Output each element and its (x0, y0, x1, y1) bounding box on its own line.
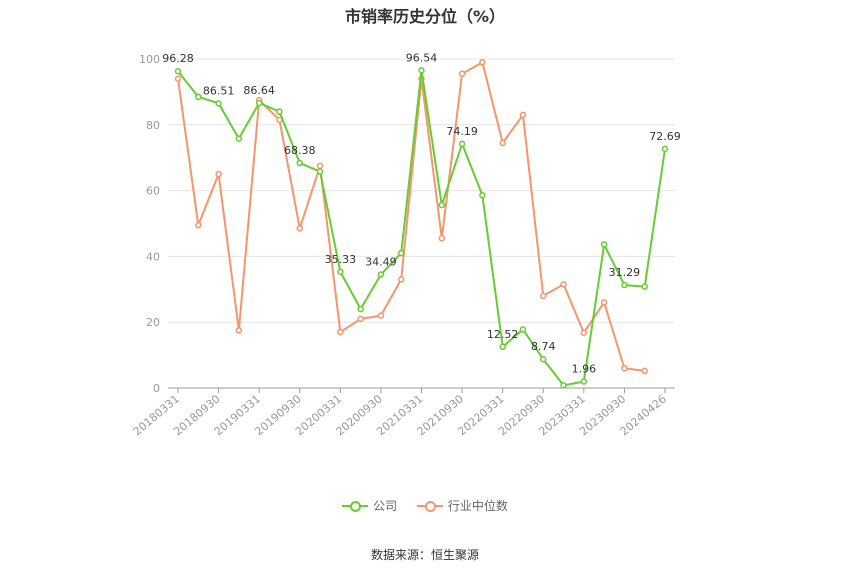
data-point (458, 140, 466, 148)
data-point (600, 299, 608, 306)
data-point (519, 326, 527, 333)
data-point (337, 268, 344, 276)
legend-company-label: 公司 (373, 499, 398, 513)
data-point (377, 312, 385, 319)
data-point (337, 328, 344, 336)
legend-company-circle (350, 500, 362, 512)
data-labels: 96.28 86.51 86.64 68.38 35.33 34.49 96.54 74.19… (162, 51, 681, 375)
data-point (499, 139, 506, 147)
legend-company-marker-icon (342, 499, 369, 513)
data-point (215, 170, 222, 178)
series-lines (174, 59, 669, 389)
data-point (458, 70, 466, 78)
legend-industry-marker-icon (416, 499, 443, 513)
y-tick-label: 60 (146, 185, 160, 198)
data-point (357, 305, 364, 313)
data-point (580, 378, 588, 385)
legend-industry-median-label: 行业中位数 (447, 499, 508, 513)
legend-industry-circle (424, 500, 436, 512)
data-label: 12.52 (487, 328, 519, 341)
data-point (600, 241, 608, 248)
data-point (560, 382, 567, 389)
data-point (479, 59, 486, 66)
data-point (621, 281, 628, 289)
legend-item-company[interactable]: 公司 (342, 497, 397, 514)
legend-item-industry-median[interactable]: 行业中位数 (416, 497, 508, 514)
data-point (540, 355, 547, 363)
data-point (499, 343, 506, 351)
data-point (438, 235, 446, 242)
chart-title: 市销率历史分位（%） (344, 7, 506, 26)
source-note: 数据来源：恒生聚源 (370, 548, 479, 562)
data-point (174, 75, 182, 82)
data-point (540, 292, 547, 300)
data-label: 68.38 (284, 144, 316, 157)
data-label: 72.69 (649, 130, 681, 143)
data-point (377, 271, 385, 278)
y-tick-label: 80 (146, 119, 160, 132)
y-tick-label: 0 (153, 382, 160, 395)
data-label: 34.49 (365, 256, 397, 269)
data-label: 74.19 (446, 125, 478, 138)
data-label: 8.74 (531, 340, 556, 353)
data-point (580, 329, 588, 336)
data-point (255, 99, 263, 107)
data-point (296, 225, 303, 232)
data-point (316, 168, 324, 175)
data-point (174, 67, 182, 75)
data-point (560, 281, 567, 288)
data-label: 86.64 (243, 84, 275, 97)
data-point (479, 191, 486, 199)
data-point (438, 201, 446, 209)
y-tick-label: 20 (146, 316, 160, 329)
data-point (621, 365, 628, 372)
data-point (641, 283, 648, 290)
data-label: 35.33 (325, 253, 357, 266)
data-point (296, 159, 303, 167)
data-label: 96.54 (406, 51, 438, 64)
data-point (397, 249, 405, 257)
data-point (215, 100, 222, 107)
data-label: 1.96 (572, 363, 597, 376)
data-label: 96.28 (162, 52, 194, 65)
data-point (195, 221, 202, 229)
data-point (276, 108, 283, 115)
data-point (397, 276, 405, 283)
data-label: 86.51 (203, 84, 235, 97)
y-tick-label: 40 (146, 250, 160, 263)
data-point (641, 367, 648, 375)
data-point (418, 67, 425, 74)
data-point (235, 135, 243, 142)
data-point (357, 315, 364, 323)
data-label: 31.29 (609, 266, 641, 279)
data-point (661, 145, 669, 153)
series-line-0 (177, 69, 666, 387)
data-point (195, 93, 202, 101)
legend: 公司 行业中位数 (0, 497, 850, 516)
data-point (316, 162, 324, 170)
data-point (235, 327, 243, 334)
data-point (519, 111, 527, 119)
y-tick-label: 100 (139, 53, 160, 66)
series-line-1 (177, 61, 645, 372)
